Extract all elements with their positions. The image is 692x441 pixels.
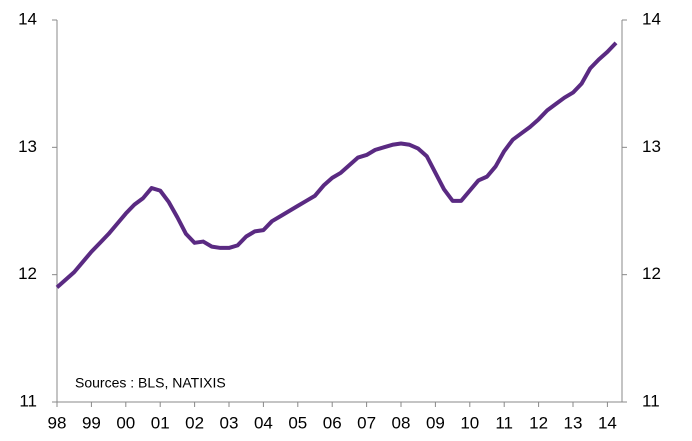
y-tick-label: 14: [18, 9, 37, 28]
y2-tick-label: 11: [642, 391, 660, 410]
x-tick-label: 11: [495, 413, 513, 432]
x-tick-label: 10: [460, 413, 479, 432]
line-series: [55, 41, 618, 289]
x-tick-label: 06: [323, 413, 342, 432]
x-tick-label: 14: [598, 413, 617, 432]
x-tick-label: 98: [48, 413, 67, 432]
y-tick-label: 12: [18, 264, 37, 283]
x-tick-label: 07: [357, 413, 376, 432]
x-tick-label: 03: [220, 413, 239, 432]
y2-tick-label: 13: [642, 137, 661, 156]
x-tick-label: 02: [185, 413, 204, 432]
x-tick-label: 05: [288, 413, 307, 432]
x-tick-label: 04: [254, 413, 273, 432]
x-tick-label: 01: [151, 413, 170, 432]
x-tick-label: 00: [116, 413, 135, 432]
x-tick-label: 08: [392, 413, 411, 432]
y2-tick-label: 14: [642, 9, 661, 28]
annotation: Sources : BLS, NATIXIS: [75, 375, 226, 391]
x-tick-label: 12: [529, 413, 548, 432]
x-tick-label: 99: [82, 413, 101, 432]
y2-tick-label: 12: [642, 264, 661, 283]
y-tick-label: 11: [19, 391, 37, 410]
x-tick-label: 13: [564, 413, 583, 432]
x-tick-label: 09: [426, 413, 445, 432]
y-tick-label: 13: [18, 137, 37, 156]
